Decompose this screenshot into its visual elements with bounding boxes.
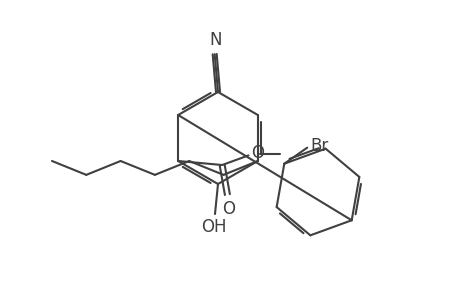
Text: Br: Br — [309, 137, 328, 155]
Text: N: N — [209, 31, 221, 49]
Text: O: O — [221, 200, 235, 217]
Text: O: O — [251, 144, 264, 162]
Text: OH: OH — [201, 218, 226, 236]
